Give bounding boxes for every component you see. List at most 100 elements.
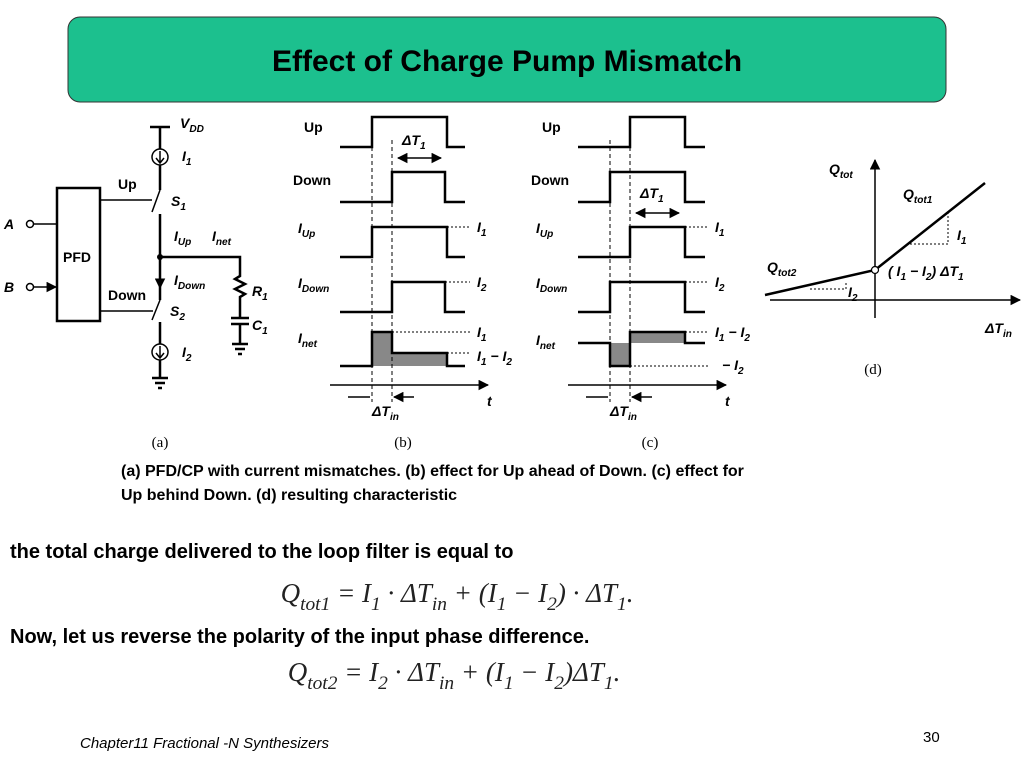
edge-lines (371, 140, 393, 402)
label: t (725, 393, 731, 409)
label-part: B (4, 279, 14, 295)
label-part: I (715, 324, 720, 340)
label-part: Q (829, 161, 840, 177)
label: Qtot2 (767, 259, 797, 279)
label-part: 2 (718, 283, 725, 294)
label-part: 1 (497, 594, 507, 615)
label-part: V (180, 115, 191, 131)
label-part: + (I (454, 657, 506, 687)
label-part: − I (906, 263, 927, 279)
label-part: 2 (743, 333, 750, 344)
label-part: Up (178, 237, 191, 248)
label-part: 2 (185, 353, 192, 364)
label-part: t (725, 393, 731, 409)
label-part: · ΔT (388, 657, 441, 687)
label-part: − I (514, 657, 557, 687)
label-part: Down (531, 172, 569, 188)
label: t (487, 393, 493, 409)
panel-label: (d) (864, 362, 882, 378)
label-part: 1 (961, 236, 967, 247)
label-part: Q (903, 186, 914, 202)
label-part: I (536, 220, 541, 236)
label-part: = I (330, 578, 373, 608)
label-part: 2 (480, 283, 487, 294)
input-terminal (25, 219, 35, 229)
label: Inet (212, 228, 232, 248)
label-part: I (174, 228, 179, 244)
label-part: 1 (604, 673, 614, 694)
current-source (151, 148, 169, 166)
label: ΔTin (984, 320, 1012, 340)
label-part: 2 (378, 673, 388, 694)
current-source (151, 343, 169, 361)
label: Down (293, 172, 331, 188)
label: S2 (170, 303, 185, 323)
label: I2 (477, 274, 487, 294)
label-part: 2 (851, 293, 858, 304)
label: Qtot (829, 161, 853, 181)
label-part: ΔT (639, 185, 659, 201)
label-part: S (170, 303, 180, 319)
label-part: = I (337, 657, 380, 687)
label-part: I (298, 275, 303, 291)
label-part: tot2 (307, 673, 338, 694)
circuit (25, 125, 249, 390)
label-part: Up (542, 119, 561, 135)
title-box (67, 16, 947, 103)
label-part: I (298, 220, 303, 236)
label: ΔT1 (639, 185, 664, 205)
label-part: I (848, 284, 853, 300)
source-arrow (155, 346, 165, 360)
panel-label: (b) (394, 435, 412, 451)
label: IDown (298, 275, 329, 295)
label: C1 (252, 317, 268, 337)
switches (151, 189, 161, 321)
panel-label: (c) (642, 435, 659, 451)
label: I1 (957, 227, 967, 247)
slide-title: Effect of Charge Pump Mismatch (272, 45, 742, 78)
page-number: 30 (923, 729, 940, 746)
input-terminal (25, 282, 35, 292)
input-lines (34, 223, 56, 287)
label: Up (304, 119, 323, 135)
waveforms-c (568, 115, 728, 402)
label-part: I (536, 332, 541, 348)
label-part: 1 (420, 141, 426, 152)
label: − I2 (722, 357, 744, 377)
label-part: t (487, 393, 493, 409)
label: IDown (536, 275, 567, 295)
label-part: 1 (504, 673, 514, 694)
label-part: S (171, 193, 181, 209)
label: I1 − I2 (477, 348, 512, 368)
charge-area (392, 353, 447, 366)
label-part: I (715, 274, 720, 290)
waveform (578, 115, 705, 368)
label-part: Down (302, 284, 329, 295)
label: IUp (298, 220, 315, 240)
label-part: in (432, 594, 447, 615)
label-part: in (1003, 329, 1012, 340)
label-part: ΔT (401, 132, 421, 148)
body-text: the total charge delivered to the loop f… (10, 541, 513, 563)
label-part: 1 (371, 594, 381, 615)
label-part: net (302, 339, 318, 350)
label-part: 1 (262, 326, 268, 337)
label-part: 2 (547, 594, 557, 615)
label-part: I (182, 344, 187, 360)
label: I2 (848, 284, 858, 304)
label: IDown (174, 272, 205, 292)
body-text: Now, let us reverse the polarity of the … (10, 626, 589, 648)
label-part: Down (178, 281, 205, 292)
label-part: PFD (63, 249, 91, 265)
label-part: I (477, 219, 482, 235)
label-part: DD (189, 124, 204, 135)
label: ( I1 − I2) ΔT1 (888, 263, 964, 283)
label: ΔTin (609, 403, 637, 423)
label: ΔTin (371, 403, 399, 423)
label: Qtot1 (903, 186, 933, 206)
label-part: − I (487, 348, 508, 364)
label-part: tot1 (914, 195, 933, 206)
loop-filter (160, 255, 249, 356)
label-part: I (536, 275, 541, 291)
edge-lines (609, 140, 631, 402)
